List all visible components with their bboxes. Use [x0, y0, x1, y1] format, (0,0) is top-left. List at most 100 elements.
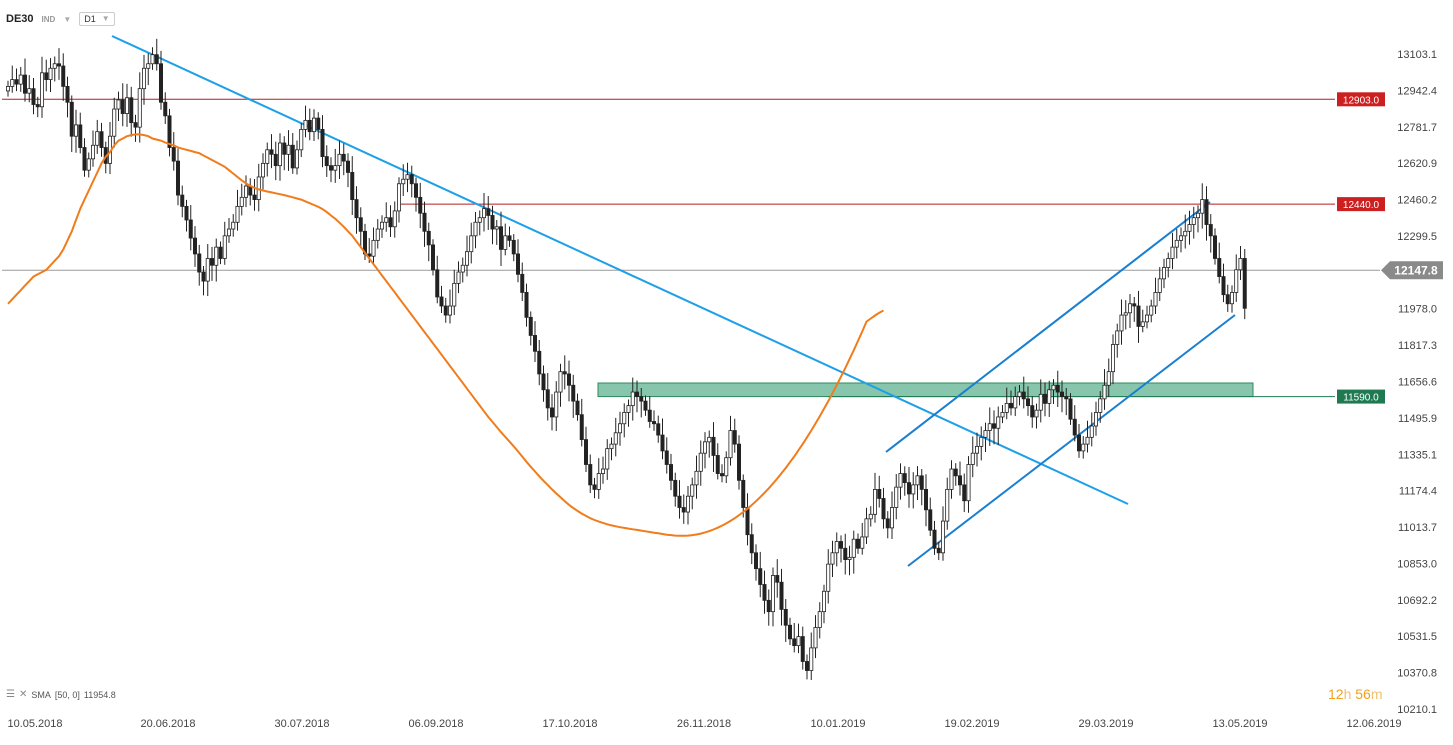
candle-body — [813, 627, 818, 649]
candle-body — [214, 246, 219, 266]
candle-body — [252, 194, 257, 201]
candle-body — [95, 131, 100, 146]
candle-body — [1009, 402, 1014, 409]
candle-body — [800, 636, 805, 662]
candle-body — [639, 396, 644, 402]
candle-body — [966, 464, 971, 502]
candle-body — [622, 412, 627, 425]
candle-body — [74, 124, 79, 137]
candle-body — [822, 590, 827, 613]
x-tick-label: 17.10.2018 — [542, 718, 597, 730]
candle-body — [396, 183, 401, 212]
candle-body — [516, 253, 521, 275]
menu-icon[interactable]: ☰ — [6, 689, 15, 700]
candle-body — [1051, 384, 1056, 391]
candle-body — [996, 416, 1001, 429]
candle-body — [1000, 412, 1005, 418]
candle-body — [647, 409, 652, 422]
candle-body — [609, 443, 614, 450]
candle-body — [477, 217, 482, 223]
chevron-down-icon[interactable]: ▼ — [63, 14, 72, 24]
candle-body — [834, 541, 839, 554]
candle-body — [418, 196, 423, 214]
channel-upper-line[interactable] — [885, 201, 1211, 453]
candle-body — [354, 199, 359, 219]
candle-body — [724, 457, 729, 477]
candle-body — [817, 611, 822, 628]
support-zone[interactable] — [597, 382, 1254, 398]
candle-body — [1238, 258, 1243, 271]
y-tick-label: 11978.0 — [1398, 304, 1437, 316]
candle-body — [766, 599, 771, 613]
candle-body — [694, 470, 699, 486]
candle-body — [384, 217, 389, 223]
candle-body — [273, 153, 278, 167]
candle-body — [643, 400, 648, 411]
candle-body — [1098, 398, 1103, 413]
candle-body — [1111, 344, 1116, 373]
candle-body — [1119, 314, 1124, 332]
candle-body — [720, 473, 725, 477]
candle-body — [303, 119, 308, 130]
candle-body — [52, 63, 57, 69]
candle-body — [873, 489, 878, 515]
candle-body — [1089, 425, 1094, 438]
candle-body — [732, 430, 737, 445]
level-label-box — [1337, 197, 1385, 212]
candle-body — [596, 473, 601, 490]
candle-body — [439, 296, 444, 307]
candle-body — [341, 153, 346, 162]
candle-body — [388, 217, 393, 228]
timeframe-select[interactable]: D1 ▼ — [79, 12, 115, 26]
candle-body — [707, 436, 712, 443]
indicator-params: [50, 0] — [54, 689, 80, 700]
candle-body — [503, 235, 508, 250]
candle-body — [847, 556, 852, 560]
descending-trendline[interactable] — [111, 35, 1129, 505]
candle-body — [788, 624, 793, 640]
countdown-hours-unit: h — [1343, 686, 1352, 702]
candle-body — [125, 97, 130, 114]
candle-body — [983, 430, 988, 438]
candle-body — [987, 423, 992, 431]
candle-body — [911, 484, 916, 495]
candle-body — [239, 196, 244, 207]
candle-body — [749, 534, 754, 554]
candle-body — [333, 165, 338, 171]
y-tick-label: 12460.2 — [1397, 195, 1437, 207]
candle-body — [371, 239, 376, 257]
candle-body — [57, 63, 62, 67]
x-tick-label: 10.01.2019 — [810, 718, 865, 730]
candle-body — [1034, 409, 1039, 418]
candle-body — [78, 124, 83, 148]
candle-body — [430, 244, 435, 271]
candle-body — [592, 484, 597, 490]
candle-body — [10, 79, 15, 87]
candle-body — [1128, 303, 1133, 314]
indicator-name: SMA — [31, 689, 51, 700]
candle-body — [481, 208, 486, 219]
symbol-label[interactable]: DE30 — [6, 13, 34, 25]
candle-body — [809, 647, 814, 671]
close-icon[interactable]: ✕ — [18, 689, 28, 700]
candle-body — [741, 479, 746, 508]
candle-body — [1030, 405, 1035, 418]
candle-body — [754, 552, 759, 570]
candle-body — [520, 273, 525, 293]
candle-body — [91, 144, 96, 160]
candle-body — [737, 443, 742, 481]
candle-body — [1013, 396, 1018, 409]
candle-body — [762, 584, 767, 601]
candle-body — [473, 221, 478, 237]
y-tick-label: 11656.6 — [1398, 377, 1437, 389]
channel-lower-line[interactable] — [907, 314, 1236, 567]
candle-body — [511, 239, 516, 255]
candle-body — [158, 63, 163, 103]
y-tick-label: 10853.0 — [1397, 558, 1437, 570]
candle-body — [1162, 267, 1167, 280]
candle-body — [1004, 402, 1009, 413]
candle-body — [14, 79, 19, 85]
candle-body — [1149, 305, 1154, 316]
